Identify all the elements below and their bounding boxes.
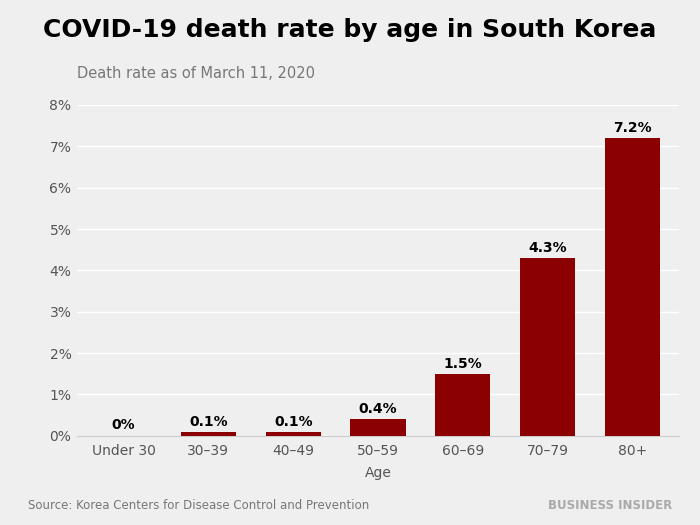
Text: 0.1%: 0.1% xyxy=(189,415,228,429)
Text: 1.5%: 1.5% xyxy=(443,357,482,371)
Bar xyxy=(435,374,490,436)
Bar xyxy=(520,258,575,436)
X-axis label: Age: Age xyxy=(365,466,391,480)
Text: Source: Korea Centers for Disease Control and Prevention: Source: Korea Centers for Disease Contro… xyxy=(28,499,370,512)
Text: 0%: 0% xyxy=(112,418,135,432)
Bar xyxy=(605,138,660,436)
Text: 7.2%: 7.2% xyxy=(613,121,652,135)
Text: 0.4%: 0.4% xyxy=(358,402,398,416)
Text: Death rate as of March 11, 2020: Death rate as of March 11, 2020 xyxy=(77,66,315,81)
Text: 0.1%: 0.1% xyxy=(274,415,312,429)
Text: BUSINESS INSIDER: BUSINESS INSIDER xyxy=(547,499,672,512)
Bar xyxy=(266,432,321,436)
Text: 4.3%: 4.3% xyxy=(528,241,567,255)
Text: COVID-19 death rate by age in South Korea: COVID-19 death rate by age in South Kore… xyxy=(43,18,657,43)
Bar xyxy=(351,419,405,436)
Bar xyxy=(181,432,236,436)
